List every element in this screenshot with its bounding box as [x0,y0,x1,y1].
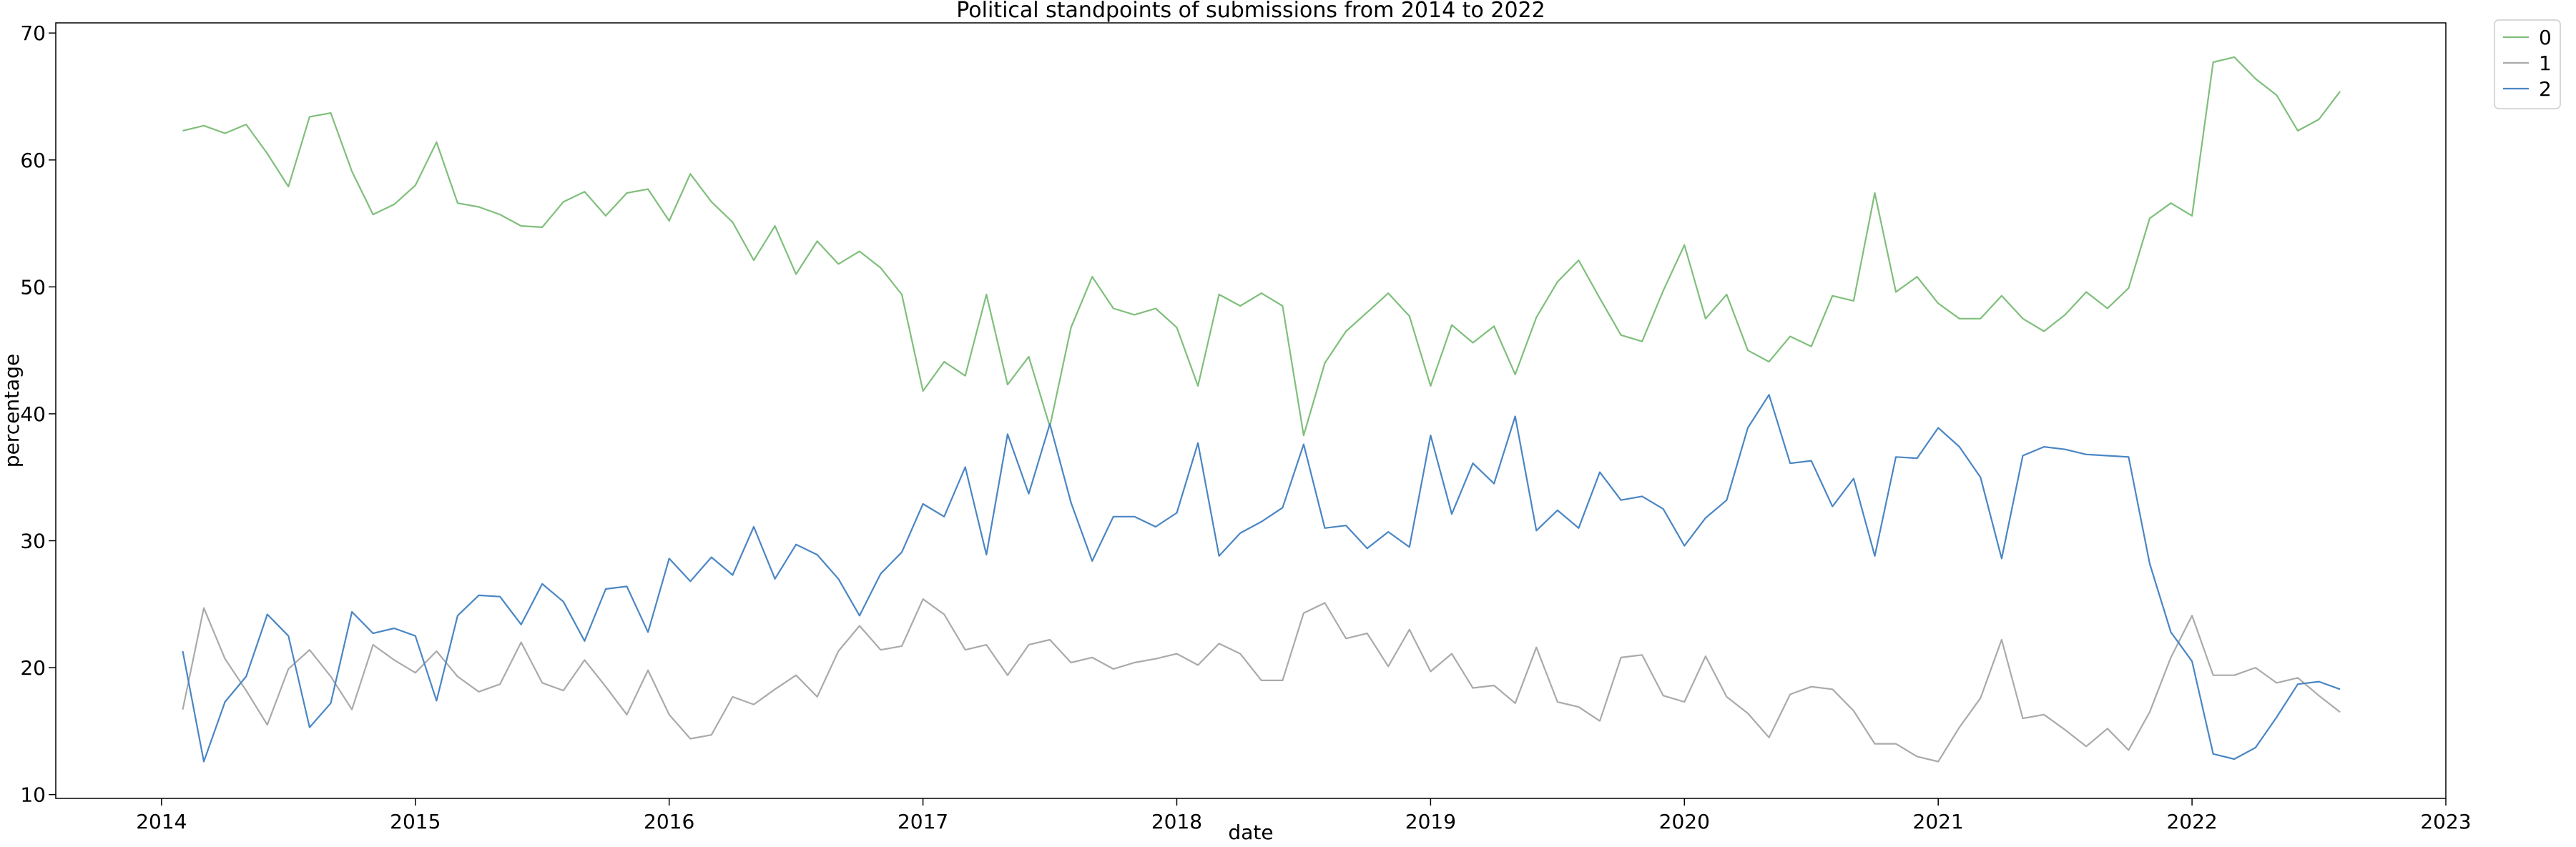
chart-title: Political standpoints of submissions fro… [956,0,1545,23]
legend-label-0: 0 [2539,26,2552,49]
x-tick-label: 2023 [2420,810,2471,833]
x-axis: 2014 2015 2016 2017 2018 2019 2020 2021 2022 2023 [136,798,2472,833]
y-tick-label: 30 [20,530,46,553]
x-tick-label: 2015 [390,810,441,833]
y-tick-label: 10 [20,783,46,807]
y-tick-label: 50 [20,275,46,299]
y-tick-label: 40 [20,402,46,426]
legend-label-2: 2 [2539,77,2552,101]
x-tick-label: 2017 [898,810,948,833]
series-line-0 [182,56,2341,437]
y-tick-label: 60 [20,149,46,172]
x-tick-label: 2016 [644,810,694,833]
x-tick-label: 2022 [2166,810,2217,833]
series-line-1 [182,598,2341,763]
series-line-2 [182,394,2341,763]
x-axis-title: date [1228,821,1273,844]
legend-box [2494,19,2561,109]
series-layer [182,56,2341,763]
legend-label-1: 1 [2539,51,2552,75]
y-axis-title: percentage [0,354,24,467]
plot-area-frame [55,22,2447,799]
x-tick-label: 2018 [1151,810,1202,833]
y-tick-label: 20 [20,656,46,680]
x-tick-label: 2019 [1405,810,1456,833]
x-tick-label: 2014 [136,810,187,833]
x-tick-label: 2021 [1913,810,1964,833]
y-tick-label: 70 [20,21,46,45]
legend: 012 [2494,19,2561,109]
x-tick-label: 2020 [1659,810,1710,833]
y-axis: 10 20 30 40 50 60 70 [20,21,56,807]
